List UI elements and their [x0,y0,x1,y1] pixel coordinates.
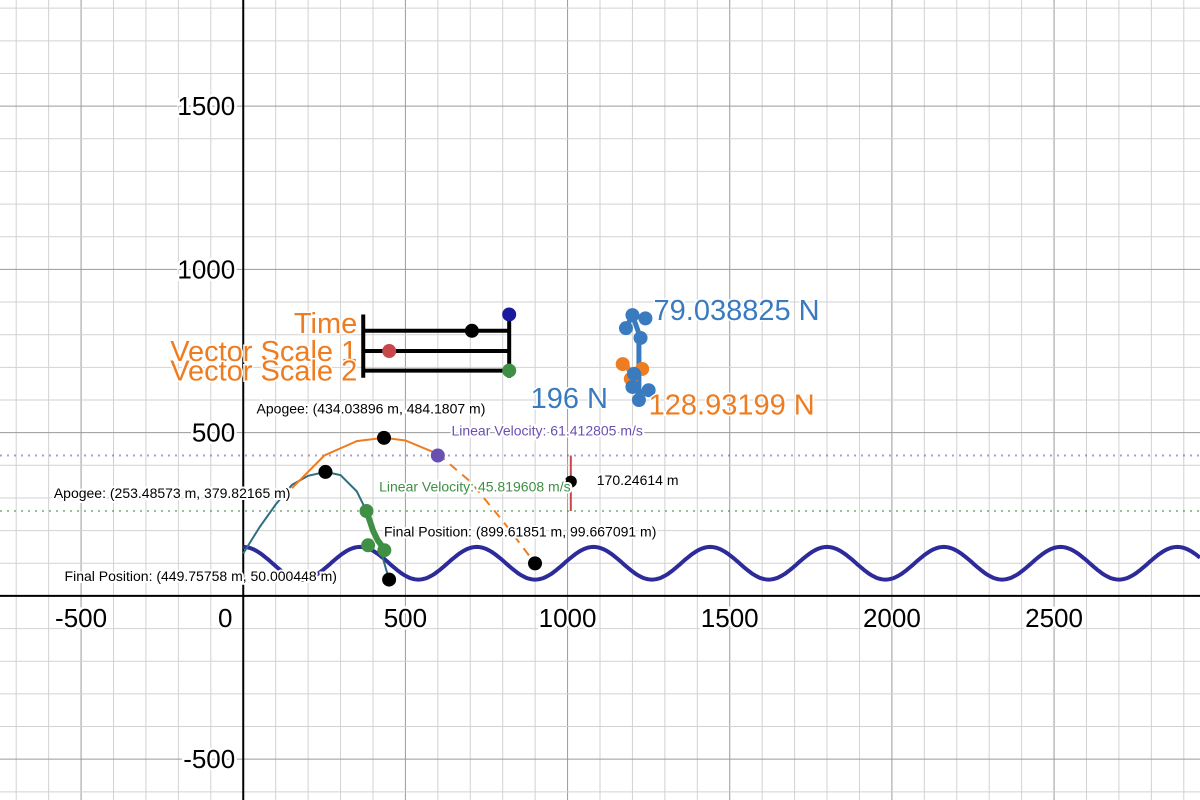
slider-label: Time [294,308,357,340]
points[interactable] [318,307,656,587]
terrain-wave [243,544,1200,582]
slider-label: Vector Scale 2 [170,356,357,388]
force-label: 79.038825 N [654,295,820,327]
point-label: Linear Velocity: 45.819608 m/s [379,478,570,494]
force-point-blue[interactable] [627,366,642,381]
point-label: Apogee: (253.48573 m, 379.82165 m) [54,485,291,501]
tick-labels: -500 0 500 1000 1500 2000 2500 1500 1000 500 -500 [53,89,1086,777]
trajectory-2-predicted-path [437,453,536,565]
force-point-blue[interactable] [625,308,640,323]
x-tick-label: 500 [384,603,427,633]
height-marker-point[interactable] [564,475,577,488]
x-tick-label: 0 [218,603,232,633]
velocity-point[interactable] [377,543,392,558]
slider-knob[interactable] [464,323,479,338]
point-label: Final Position: (449.75758 m, 50.000448 … [65,568,337,584]
slider-endpoint[interactable] [502,307,517,322]
key-point[interactable] [318,464,333,479]
x-tick-label: 1000 [539,603,597,633]
trajectory-curves [242,436,1200,582]
key-point[interactable] [528,556,543,571]
point-label: Apogee: (434.03896 m, 484.1807 m) [257,401,486,417]
force-label: 128.93199 N [649,390,815,422]
force-point-blue[interactable] [631,393,646,407]
y-tick-label: 500 [192,418,235,448]
force-point-blue[interactable] [638,311,653,326]
force-point-blue[interactable] [625,379,640,394]
point-label: 170.24614 m [597,472,679,488]
velocity-point[interactable] [359,504,374,519]
slider-label: Vector Scale 1 [170,336,357,368]
point-labels: Apogee: (434.03896 m, 484.1807 m) Apogee:… [52,294,821,587]
key-point[interactable] [382,572,397,587]
force-point-blue[interactable] [633,330,648,345]
trajectory-2-path [291,436,439,489]
y-tick-label: 1000 [177,254,235,284]
force-point-orange[interactable] [615,357,630,372]
key-point[interactable] [430,448,445,463]
y-tick-label: 1500 [177,91,235,121]
force-point-blue[interactable] [641,383,656,398]
x-tick-label: -500 [55,603,107,633]
x-tick-label: 1500 [701,603,759,633]
x-tick-label: 2000 [863,603,921,633]
slider-knob[interactable] [502,363,517,378]
force-point-blue[interactable] [618,321,633,336]
point-label: Linear Velocity: 61.412805 m/s [451,422,642,438]
key-point[interactable] [377,430,392,445]
y-tick-label: -500 [183,744,235,774]
velocity-point[interactable] [361,538,376,553]
force-label: 196 N [531,383,608,415]
slider-knob[interactable] [382,344,397,359]
x-tick-label: 2500 [1025,603,1083,633]
point-label: Final Position: (899.61851 m, 99.667091 … [384,523,656,539]
